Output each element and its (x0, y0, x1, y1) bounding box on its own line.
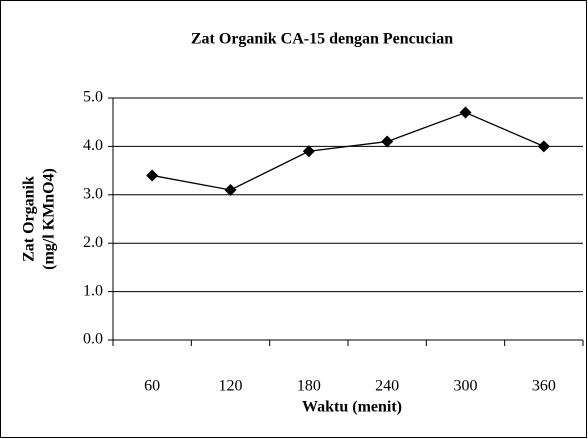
chart-title: Zat Organik CA-15 dengan Pencucian (191, 31, 453, 48)
x-tick-label: 180 (297, 378, 321, 395)
x-tick-label: 360 (532, 378, 556, 395)
y-tick-label: 2.0 (83, 234, 103, 251)
y-tick-label: 0.0 (83, 331, 103, 348)
x-tick-label: 60 (144, 378, 160, 395)
marker (537, 140, 550, 153)
y-tick-label: 3.0 (83, 185, 103, 202)
marker (302, 145, 315, 158)
marker (146, 169, 159, 182)
marker (224, 183, 237, 196)
y-axis-label: Zat Organik (21, 176, 38, 262)
x-tick-label: 120 (219, 378, 243, 395)
y-tick-label: 5.0 (83, 89, 103, 106)
line (152, 111, 545, 191)
marker (459, 106, 472, 119)
x-tick-label: 240 (375, 378, 399, 395)
x-axis-label: Waktu (menit) (302, 399, 402, 416)
marker (381, 135, 394, 148)
y-tick-label: 1.0 (83, 282, 103, 299)
x-tick-label: 300 (454, 378, 478, 395)
y-tick-label: 4.0 (83, 137, 103, 154)
y-axis-label: (mg/l KMnO4) (41, 168, 58, 270)
